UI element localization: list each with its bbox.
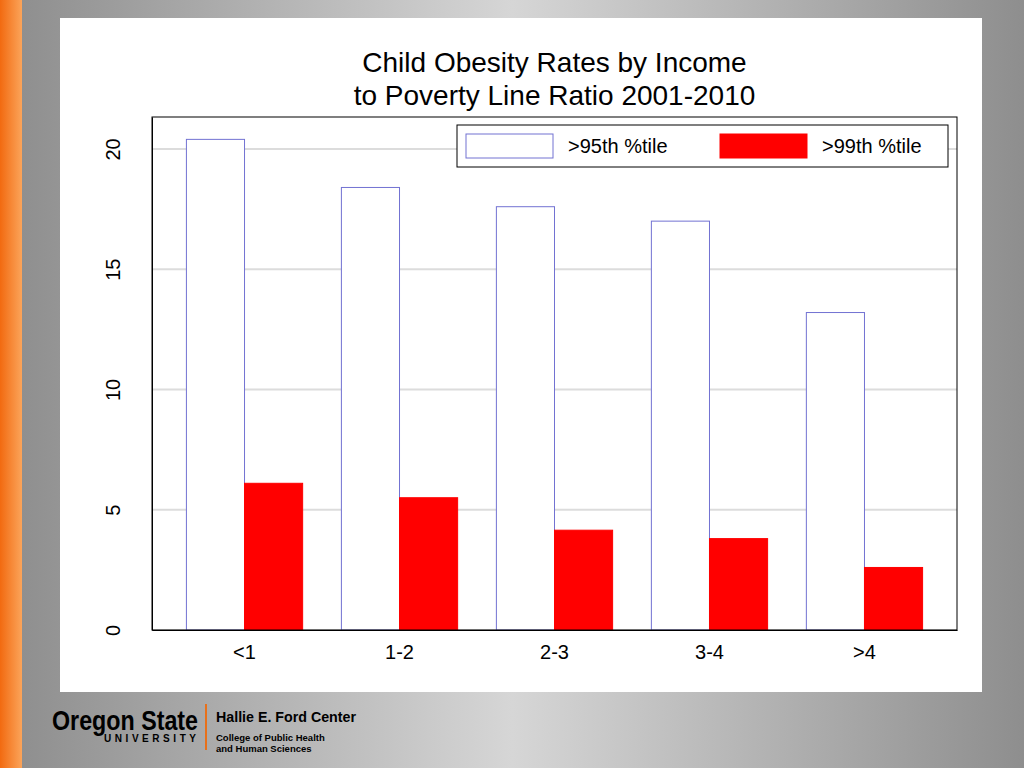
bar — [400, 498, 458, 630]
bar-series — [245, 483, 923, 630]
y-tick: 15 — [102, 259, 152, 281]
x-tick-label: 1-2 — [385, 641, 414, 663]
logo-sub: UNIVERSITY — [104, 733, 196, 744]
y-tick: 20 — [102, 138, 152, 160]
footer-logo: Oregon StateUNIVERSITY Hallie E. Ford Cen… — [52, 704, 356, 754]
y-tick-label: 15 — [102, 259, 124, 281]
x-axis-line — [153, 630, 958, 631]
logo-department: College of Public Health — [216, 732, 325, 743]
legend-swatch — [466, 134, 553, 158]
legend-label: >99th %tile — [822, 135, 922, 157]
x-axis: <1 1-2 2-3 3-4 >4 — [153, 630, 958, 663]
x-tick: 2-3 — [540, 630, 569, 663]
bar-series — [186, 139, 864, 630]
x-tick-label: <1 — [233, 641, 256, 663]
y-tick-label: 0 — [102, 625, 124, 636]
legend-label: >95th %tile — [568, 135, 668, 157]
logo-center: Hallie E. Ford Center — [216, 708, 356, 725]
x-tick-label: >4 — [853, 641, 876, 663]
y-tick: 5 — [102, 505, 152, 516]
x-tick: <1 — [233, 630, 256, 663]
y-tick-label: 10 — [102, 379, 124, 401]
accent-stripe — [0, 0, 22, 768]
y-tick: 0 — [102, 625, 152, 636]
bars — [186, 139, 922, 630]
logo-department: and Human Sciences — [216, 743, 312, 754]
y-tick: 10 — [102, 379, 152, 401]
bar — [651, 221, 709, 630]
y-tick-label: 5 — [102, 505, 124, 516]
bar — [709, 539, 767, 630]
legend-swatch — [720, 134, 807, 158]
logo-divider — [205, 704, 207, 750]
bar — [806, 313, 864, 630]
bar — [186, 139, 244, 630]
slide: 0 5 10 15 20 <1 1-2 2-3 3-4 >4 Child Obesity Rates… — [0, 0, 1024, 768]
plot-frame — [152, 117, 957, 630]
grid — [152, 149, 957, 630]
bar — [245, 483, 303, 630]
x-tick: 3-4 — [695, 630, 724, 663]
chart-title: Child Obesity Rates by Incometo Poverty … — [354, 47, 756, 111]
background — [0, 0, 1024, 768]
bar — [496, 207, 554, 630]
x-tick-label: 2-3 — [540, 641, 569, 663]
logo-main: Oregon State — [52, 705, 198, 736]
bar — [341, 187, 399, 630]
legend: >95th %tile >99th %tile — [457, 125, 948, 167]
x-tick: 1-2 — [385, 630, 414, 663]
x-tick-label: 3-4 — [695, 641, 724, 663]
chart-root: 0 5 10 15 20 <1 1-2 2-3 3-4 >4 Child Obesity Rates… — [0, 0, 1024, 768]
bar — [864, 567, 922, 630]
legend-box — [457, 125, 948, 167]
x-tick: >4 — [853, 630, 876, 663]
chart-panel — [60, 18, 982, 692]
y-axis: 0 5 10 15 20 — [102, 118, 153, 637]
y-axis-line — [152, 118, 153, 631]
bar — [555, 530, 613, 630]
y-tick-label: 20 — [102, 138, 124, 160]
